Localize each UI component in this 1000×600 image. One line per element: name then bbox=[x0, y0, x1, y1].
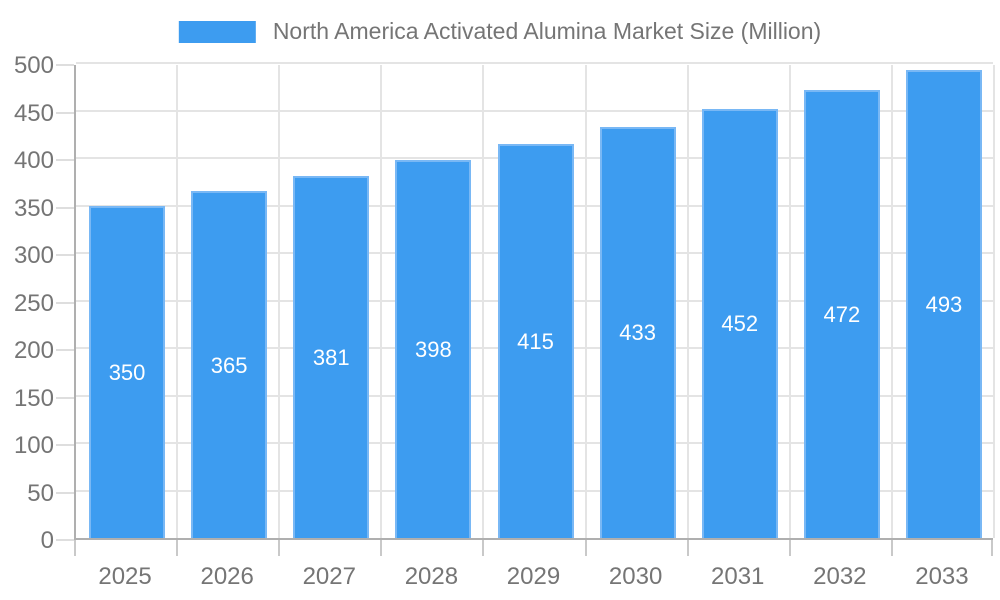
y-axis-label: 150 bbox=[13, 384, 54, 412]
bar-value-label: 472 bbox=[823, 301, 861, 327]
y-axis-tick bbox=[56, 64, 74, 66]
gridline-vertical bbox=[686, 65, 689, 538]
bar-2030[interactable]: 433 bbox=[599, 126, 676, 538]
y-axis-tick bbox=[56, 111, 74, 114]
y-axis-tick bbox=[56, 254, 74, 256]
bar-2026[interactable]: 365 bbox=[191, 191, 268, 538]
gridline-vertical bbox=[176, 65, 179, 538]
plot-area: 350 365 381 398 415 433 452 472 493 bbox=[74, 62, 995, 540]
x-axis-tick bbox=[74, 540, 76, 556]
bar-2031[interactable]: 452 bbox=[701, 108, 778, 538]
y-axis-label: 500 bbox=[13, 52, 54, 79]
bar-2025[interactable]: 350 bbox=[89, 205, 166, 538]
y-axis-tick bbox=[56, 349, 74, 351]
bar-2028[interactable]: 398 bbox=[395, 159, 472, 538]
y-axis-tick bbox=[56, 206, 74, 209]
gridline-horizontal bbox=[76, 109, 993, 112]
gridline-vertical bbox=[380, 65, 383, 538]
x-axis-tick bbox=[686, 540, 689, 556]
bar-value-label: 433 bbox=[619, 320, 656, 346]
bar-value-label: 350 bbox=[108, 359, 146, 385]
legend-swatch bbox=[178, 20, 256, 43]
bar-value-label: 452 bbox=[721, 311, 759, 337]
gridline-vertical bbox=[890, 65, 893, 538]
y-axis-tick bbox=[56, 491, 74, 494]
x-axis-tick bbox=[176, 540, 179, 556]
x-axis-label: 2032 bbox=[813, 563, 867, 590]
x-axis-tick bbox=[278, 540, 281, 556]
x-axis-tick bbox=[890, 540, 893, 556]
bar-2032[interactable]: 472 bbox=[803, 89, 880, 538]
y-axis-label: 0 bbox=[40, 527, 54, 554]
gridline-vertical bbox=[482, 65, 485, 538]
y-axis-label: 350 bbox=[13, 194, 54, 222]
x-axis-label: 2033 bbox=[915, 563, 969, 590]
bar-value-label: 493 bbox=[925, 291, 963, 317]
y-axis-label: 200 bbox=[13, 337, 54, 364]
x-axis-label: 2031 bbox=[711, 563, 765, 590]
x-axis-tick bbox=[482, 540, 485, 556]
x-axis-label: 2025 bbox=[98, 563, 152, 590]
y-axis-tick bbox=[56, 396, 74, 399]
gridline-vertical bbox=[993, 65, 995, 538]
bar-value-label: 381 bbox=[312, 345, 350, 371]
x-axis-tick bbox=[380, 540, 383, 556]
y-axis-label: 50 bbox=[27, 479, 54, 507]
x-axis-tick bbox=[584, 540, 587, 556]
bar-value-label: 415 bbox=[517, 328, 554, 354]
bar-2027[interactable]: 381 bbox=[293, 176, 370, 538]
x-axis-tick bbox=[991, 540, 993, 556]
y-axis-tick bbox=[56, 444, 74, 446]
x-axis-label: 2027 bbox=[302, 563, 356, 590]
bar-2033[interactable]: 493 bbox=[905, 69, 982, 538]
bar-2029[interactable]: 415 bbox=[497, 143, 574, 538]
y-axis-label: 450 bbox=[13, 99, 54, 127]
y-axis-label: 100 bbox=[13, 432, 54, 459]
y-axis-tick bbox=[56, 301, 74, 304]
gridline-horizontal bbox=[76, 62, 993, 64]
y-axis-tick bbox=[56, 539, 74, 541]
gridline-vertical bbox=[584, 65, 587, 538]
bar-value-label: 398 bbox=[415, 336, 452, 362]
x-axis-label: 2029 bbox=[506, 563, 561, 590]
x-axis-tick bbox=[788, 540, 791, 556]
gridline-vertical bbox=[278, 65, 281, 538]
y-axis-label: 250 bbox=[13, 289, 54, 317]
x-axis-label: 2030 bbox=[608, 563, 663, 590]
x-axis-label: 2028 bbox=[404, 563, 459, 590]
chart-legend[interactable]: North America Activated Alumina Market S… bbox=[178, 18, 822, 45]
gridline-vertical bbox=[788, 65, 791, 538]
bar-value-label: 365 bbox=[210, 352, 248, 378]
y-axis-label: 300 bbox=[13, 242, 54, 269]
legend-label: North America Activated Alumina Market S… bbox=[272, 18, 822, 44]
x-axis-label: 2026 bbox=[200, 563, 254, 590]
y-axis-tick bbox=[56, 159, 74, 161]
y-axis-label: 400 bbox=[13, 147, 54, 174]
